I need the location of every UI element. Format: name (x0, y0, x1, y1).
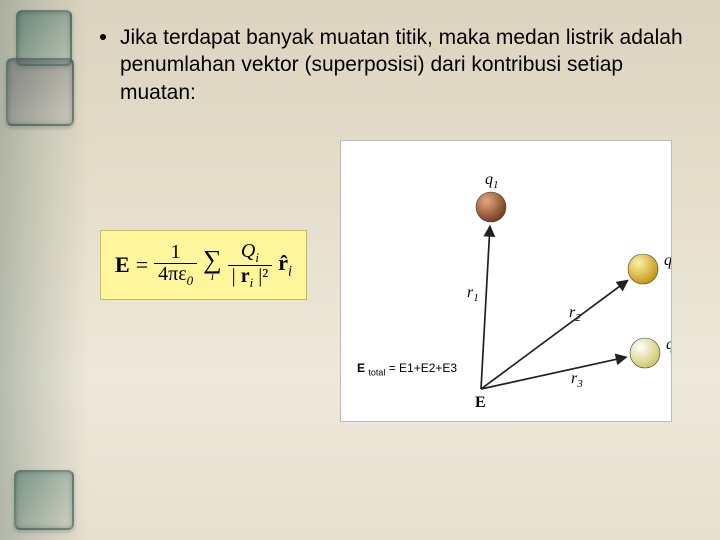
Q-sub: i (255, 250, 259, 265)
r-hat-sub: i (288, 263, 292, 279)
frac-den: 4πε0 (154, 263, 197, 288)
svg-text:q3: q3 (666, 336, 671, 356)
decorative-tile (14, 470, 74, 530)
bullet-text: Jika terdapat banyak muatan titik, maka … (120, 24, 690, 106)
term-num: Qi (241, 241, 259, 265)
formula-coeff-frac: 1 4πε0 (154, 242, 197, 288)
svg-text:q2: q2 (664, 252, 671, 272)
svg-text:r1: r1 (467, 284, 479, 304)
formula: E = 1 4πε0 ∑ i Qi | ri |² r̂i (100, 230, 307, 300)
Q: Q (241, 240, 255, 262)
svg-text:E: E (475, 394, 486, 411)
diagram-svg: r1 r2 r3 Eq1 q2 q3 (341, 141, 671, 421)
formula-lhs: E (115, 252, 130, 278)
bullet-dot (100, 34, 106, 40)
etotal-label: E total = E1+E2+E3 (357, 361, 457, 377)
epsilon: ε (178, 263, 186, 285)
term-den: | ri |² (228, 265, 273, 290)
formula-term-frac: Qi | ri |² (228, 241, 273, 289)
r: r (241, 265, 250, 287)
formula-block: E = 1 4πε0 ∑ i Qi | ri |² r̂i (100, 230, 307, 300)
equals: = (136, 252, 148, 278)
four-pi: 4π (158, 263, 178, 285)
unit-vector: r̂i (278, 250, 292, 280)
bullet-item: Jika terdapat banyak muatan titik, maka … (100, 24, 690, 106)
eps-sub: 0 (187, 273, 194, 288)
svg-text:r3: r3 (571, 370, 583, 390)
content-area: Jika terdapat banyak muatan titik, maka … (100, 24, 690, 106)
svg-text:q1: q1 (485, 171, 499, 191)
svg-text:r2: r2 (569, 304, 581, 324)
superposition-diagram: r1 r2 r3 Eq1 q2 q3 E total = E1+E2+E3 (340, 140, 672, 422)
frac-num: 1 (171, 242, 181, 263)
r-sub: i (250, 275, 254, 290)
summation: ∑ i (203, 249, 222, 281)
decorative-tile (6, 58, 74, 126)
r-hat: r̂ (278, 250, 288, 275)
